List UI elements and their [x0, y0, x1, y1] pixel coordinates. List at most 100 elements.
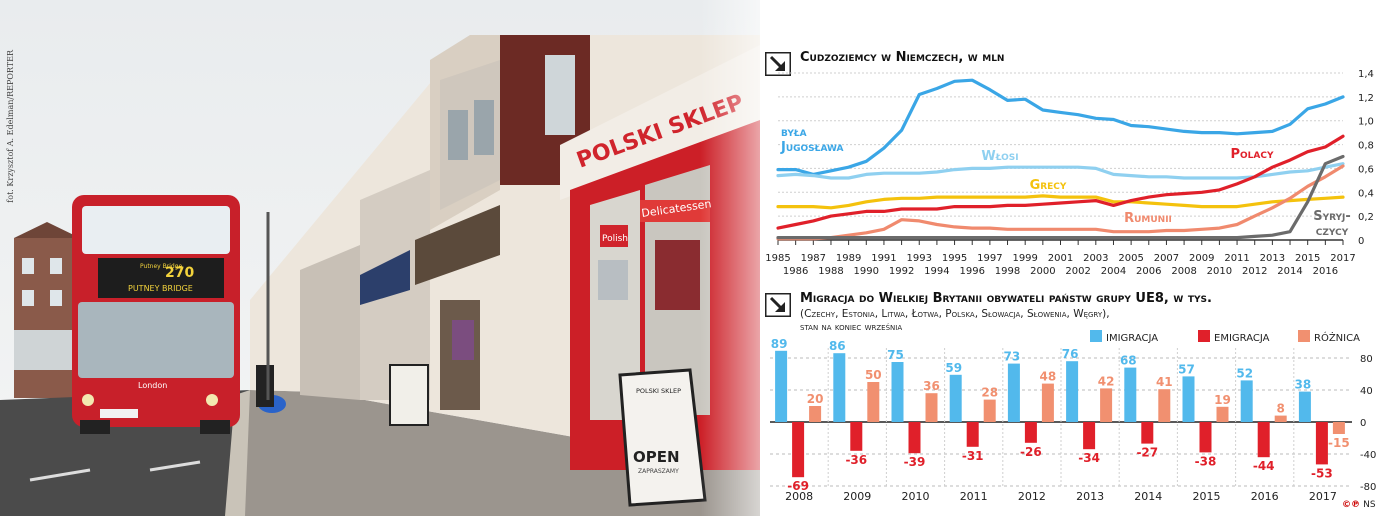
chart1-y-tick-label: 0,4	[1358, 188, 1374, 199]
bar-value-label-imigracja: 89	[771, 337, 788, 351]
bar-value-label-ro-z-nica: 20	[807, 392, 824, 406]
chart2-y-tick-label: -80	[1360, 482, 1376, 493]
bar-emigracja	[966, 422, 979, 447]
bar-value-label-ro-z-nica: 36	[923, 379, 940, 393]
chart1-x-tick-label: 1987	[801, 253, 826, 264]
chart2-x-tick-label: 2008	[785, 490, 813, 503]
chart2-subtitle-line1: (Czechy, Estonia, Litwa, Łotwa, Polska, …	[800, 308, 1110, 320]
bar-value-label-ro-z-nica: -15	[1328, 436, 1350, 450]
chart1-x-tick-label: 1992	[889, 266, 914, 277]
chart1-x-tick-label: 2006	[1136, 266, 1161, 277]
chart1-x-tick-label: 2005	[1118, 253, 1143, 264]
bar-value-label-ro-z-nica: 41	[1156, 375, 1173, 389]
arrow-icon-chart1	[765, 52, 791, 76]
bar-value-label-emigracja: -27	[1136, 446, 1158, 460]
chart1-x-tick-label: 2000	[1030, 266, 1055, 277]
bar-imigracja	[833, 353, 846, 422]
bar-value-label-emigracja: -39	[904, 455, 926, 469]
board-open-text: OPEN	[633, 448, 680, 466]
bar-value-label-ro-z-nica: 8	[1277, 402, 1285, 416]
bar-value-label-emigracja: -26	[1020, 445, 1042, 459]
chart1-y-tick-label: 1,0	[1358, 117, 1374, 128]
chart1-x-tick-label: 2014	[1277, 266, 1302, 277]
bar-emigracja	[908, 422, 921, 454]
chart2-y-tick-label: 40	[1360, 386, 1373, 397]
bar-value-label-emigracja: -34	[1078, 451, 1100, 465]
series-label-syryjczycy: Syryj-	[1313, 209, 1351, 224]
chart1-x-tick-label: 2013	[1260, 253, 1285, 264]
bar-imigracja	[1240, 380, 1253, 422]
bar-emigracja	[1024, 422, 1037, 443]
bar-value-label-imigracja: 86	[829, 339, 846, 353]
chart2-x-tick-label: 2012	[1018, 490, 1046, 503]
bar-value-label-imigracja: 68	[1120, 354, 1137, 368]
chart1-x-tick-label: 1988	[818, 266, 843, 277]
chart1-x-tick-label: 1995	[942, 253, 967, 264]
series-line-polacy	[776, 134, 1345, 230]
chart2-x-tick-label: 2017	[1309, 490, 1337, 503]
chart1-x-tick-label: 2003	[1083, 253, 1108, 264]
bar-value-label-emigracja: -69	[787, 479, 809, 493]
bar-value-label-ro-z-nica: 19	[1214, 393, 1231, 407]
bar-value-label-imigracja: 59	[945, 361, 962, 375]
bar-value-label-imigracja: 38	[1295, 378, 1312, 392]
chart2-y-tick-label: 0	[1360, 418, 1366, 429]
chart1-y-tick-label: 1,2	[1358, 93, 1374, 104]
bar-emigracja	[1199, 422, 1212, 453]
bar-ro-z-nica	[867, 382, 880, 422]
series-label-polacy: Polacy	[1230, 147, 1273, 162]
chart2-y-tick-label: -40	[1360, 450, 1376, 461]
chart1-x-tick-label: 1986	[783, 266, 808, 277]
chart1-y-tick-label: 1,4	[1358, 69, 1374, 80]
chart2-x-tick-label: 2016	[1251, 490, 1279, 503]
chart2-x-tick-label: 2015	[1193, 490, 1221, 503]
bar-emigracja	[1315, 422, 1328, 465]
bar-ro-z-nica	[1274, 415, 1287, 422]
board-title-text: POLSKI SKLEP	[636, 387, 681, 395]
series-line-syryjczycy	[776, 154, 1345, 240]
chart1-x-tick-label: 1990	[854, 266, 879, 277]
bar-imigracja	[1066, 361, 1079, 422]
polish-sign-text: Polish	[602, 234, 628, 244]
bar-value-label-ro-z-nica: 50	[865, 368, 882, 382]
chart1-x-tick-label: 2012	[1242, 266, 1267, 277]
bar-imigracja	[1298, 391, 1311, 422]
chart2-title: Migracja do Wielkiej Brytanii obywateli …	[800, 291, 1212, 306]
series-label-by-a-jugos-awia: była	[781, 125, 807, 140]
bus-destination: PUTNEY BRIDGE	[128, 284, 193, 293]
legend-swatch-emigracja	[1198, 330, 1210, 342]
chart1-y-tick-label: 0,2	[1358, 212, 1374, 223]
bar-ro-z-nica	[983, 399, 996, 422]
series-line-grecy	[776, 194, 1345, 210]
bar-value-label-imigracja: 52	[1236, 366, 1253, 380]
bar-imigracja	[1124, 367, 1137, 422]
bar-value-label-ro-z-nica: 42	[1098, 374, 1115, 388]
arrow-icon-chart2	[765, 293, 791, 317]
legend-label-emigracja: EMIGRACJA	[1214, 333, 1270, 344]
chart1-x-tick-label: 1994	[924, 266, 949, 277]
bar-ro-z-nica	[1158, 389, 1171, 422]
chart1-x-tick-label: 2002	[1065, 266, 1090, 277]
bus-route-number: 270	[165, 265, 194, 281]
bar-value-label-emigracja: -36	[845, 453, 867, 467]
chart2-x-tick-label: 2010	[902, 490, 930, 503]
board-sub-text: ZAPRASZAMY	[638, 468, 679, 475]
chart1-x-tick-label: 2015	[1295, 253, 1320, 264]
bar-ro-z-nica	[1100, 388, 1113, 422]
chart1-x-tick-label: 2011	[1224, 253, 1249, 264]
bar-value-label-imigracja: 73	[1004, 350, 1021, 364]
publisher-logo: ©℗ NS	[1342, 500, 1376, 510]
chart1-x-tick-label: 1985	[765, 253, 790, 264]
chart1-x-tick-label: 2008	[1171, 266, 1196, 277]
bar-emigracja	[1141, 422, 1154, 444]
chart1-x-tick-label: 1991	[871, 253, 896, 264]
bar-value-label-imigracja: 75	[887, 348, 904, 362]
chart1-title: Cudzoziemcy w Niemczech, w mln	[800, 50, 1005, 65]
series-label-w-osi: Włosi	[981, 149, 1018, 164]
bar-value-label-emigracja: -44	[1253, 459, 1275, 473]
series-line-by-a-jugos-awia	[776, 78, 1345, 176]
chart2-x-tick-label: 2014	[1134, 490, 1162, 503]
legend-swatch-imigracja	[1090, 330, 1102, 342]
chart1-x-tick-label: 1997	[977, 253, 1002, 264]
